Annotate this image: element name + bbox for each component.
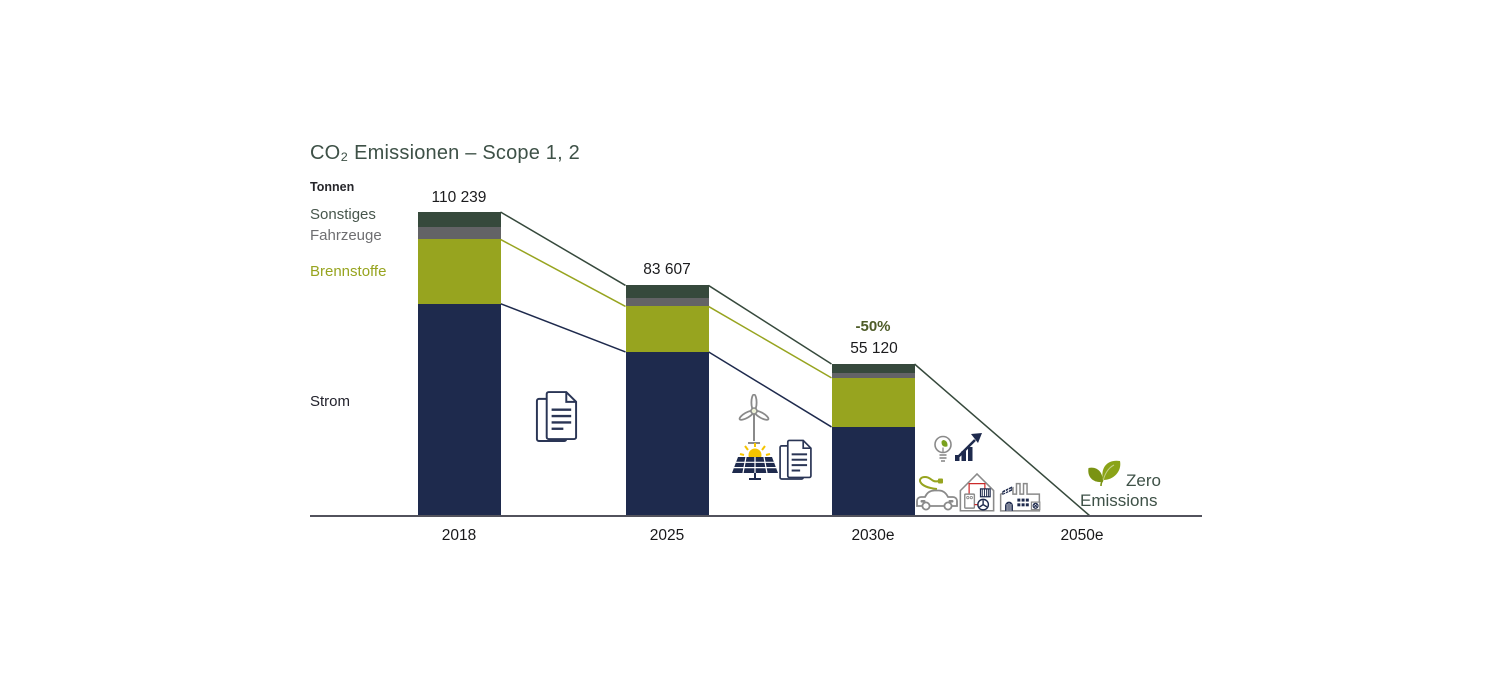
x-tick-2030e: 2030e [851, 527, 895, 544]
x-tick-2025: 2025 [649, 527, 685, 544]
bar-segment-brennstoffe-2030e [831, 377, 915, 427]
legend-label-sonstiges: Sonstiges [310, 206, 376, 223]
lightbulb-leaf-icon [934, 435, 952, 462]
total-label-2018: 110 239 [431, 189, 487, 206]
bar-segment-sonstiges-2025 [625, 285, 709, 299]
x-tick-2018: 2018 [441, 527, 477, 544]
y-axis-unit-label: Tonnen [310, 180, 355, 194]
bar-segment-brennstoffe-2018 [417, 239, 501, 304]
chart-title: CO₂ Emissionen – Scope 1, 2 [310, 142, 580, 164]
documents-icon [535, 391, 578, 442]
bar-segment-brennstoffe-2025 [625, 306, 709, 352]
zero-emissions-text-line2: Emissions [1080, 491, 1158, 510]
line-brennstoffe-top-2018 [500, 238, 626, 308]
line-to-zero-emissions [914, 363, 1091, 517]
bar-segment-fahrzeuge-2025 [625, 298, 709, 307]
line-strom-top-2025 [708, 351, 832, 428]
bar-segment-fahrzeuge-2030e [831, 372, 915, 378]
electric-car-icon [916, 475, 958, 511]
annotation-minus-50pct: -50% [855, 318, 891, 335]
bar-segment-sonstiges-2030e [831, 363, 915, 373]
bar-segment-sonstiges-2018 [417, 212, 501, 228]
x-axis-line [310, 515, 1202, 517]
line-brennstoffe-top-2025 [708, 305, 832, 379]
bar-segment-fahrzeuge-2018 [417, 227, 501, 240]
zero-emissions-text-line1: Zero [1126, 471, 1161, 490]
leaves-icon [1088, 460, 1121, 487]
heat-pump-house-icon [959, 472, 995, 512]
total-label-2030: 55 120 [850, 340, 898, 357]
total-label-2025: 83 607 [643, 261, 691, 278]
line-sonstiges-top-2018 [500, 211, 626, 287]
factory-icon [999, 482, 1041, 512]
line-strom-top-2018 [500, 302, 626, 353]
documents-icon-small [779, 439, 812, 480]
line-sonstiges-top-2025 [708, 284, 832, 365]
legend-label-fahrzeuge: Fahrzeuge [310, 227, 382, 244]
legend-label-brennstoffe: Brennstoffe [310, 263, 387, 280]
solar-panel-icon [732, 443, 778, 480]
wind-turbine-icon [738, 394, 770, 444]
legend-label-strom: Strom [310, 393, 351, 410]
bar-segment-strom-2018 [417, 303, 501, 516]
x-tick-2050e: 2050e [1060, 527, 1104, 544]
bar-segment-strom-2025 [625, 351, 709, 516]
growth-chart-icon [955, 433, 982, 461]
bar-segment-strom-2030e [831, 426, 915, 516]
